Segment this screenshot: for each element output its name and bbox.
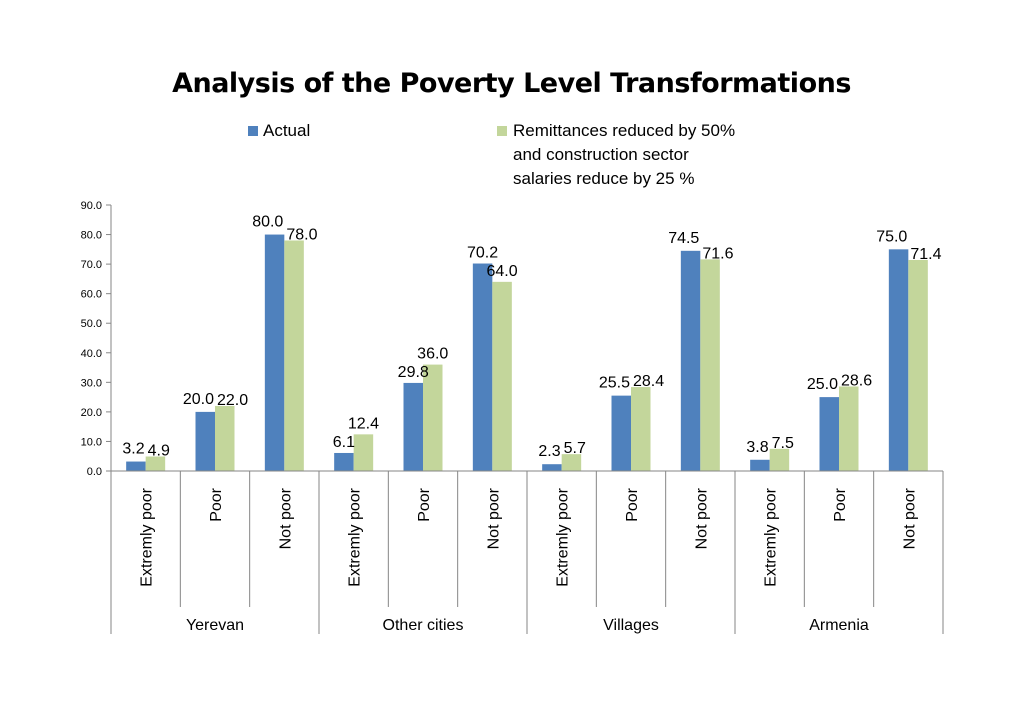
data-label-actual: 74.5 (668, 230, 699, 247)
data-label-actual: 3.2 (122, 441, 144, 458)
legend-label-scenario-line-1: Remittances reduced by 50% (513, 121, 736, 140)
bar-scenario (353, 434, 374, 471)
group-label: Other cities (383, 617, 464, 634)
bar-scenario (284, 240, 304, 471)
data-label-scenario: 36.0 (417, 346, 448, 363)
bar-scenario (423, 364, 443, 471)
data-label-actual: 75.0 (876, 228, 907, 245)
bar-scenario (839, 386, 859, 471)
bar-actual (334, 452, 354, 471)
category-label: Poor (416, 487, 433, 521)
bar-actual (195, 411, 215, 471)
data-label-actual: 6.1 (333, 434, 355, 451)
bar-actual (819, 397, 839, 471)
legend-label-actual: Actual (263, 121, 311, 140)
data-label-scenario: 71.6 (702, 245, 733, 262)
group-label: Villages (603, 617, 659, 634)
category-label: Extremly poor (763, 487, 780, 586)
category-label: Extremly poor (347, 487, 364, 586)
bar-scenario (145, 456, 166, 471)
legend-label-scenario-line-3: salaries reduce by 25 % (513, 169, 695, 188)
category-label: Poor (208, 487, 225, 521)
group-label: Yerevan (186, 617, 244, 634)
bar-scenario (908, 259, 928, 471)
y-tick-label: 0.0 (87, 466, 102, 478)
data-label-actual: 25.0 (807, 376, 838, 393)
y-tick-label: 70.0 (81, 259, 102, 271)
data-label-scenario: 78.0 (286, 226, 317, 243)
category-label: Extremly poor (139, 487, 156, 586)
data-label-actual: 29.8 (398, 364, 429, 381)
data-label-scenario: 7.5 (772, 435, 794, 452)
category-label: Not poor (277, 487, 294, 549)
bar-actual (264, 234, 285, 471)
bar-scenario (631, 387, 651, 471)
category-label: Extremly poor (555, 487, 572, 586)
data-label-scenario: 28.6 (841, 372, 872, 389)
bar-scenario (215, 405, 235, 471)
category-label: Not poor (693, 487, 710, 549)
bar-actual (403, 382, 423, 471)
group-label: Armenia (809, 617, 869, 634)
y-tick-label: 90.0 (81, 200, 102, 212)
category-label: Not poor (901, 487, 918, 549)
bar-actual (680, 250, 701, 471)
bar-scenario (561, 454, 582, 471)
data-label-scenario: 12.4 (348, 415, 379, 432)
data-label-actual: 25.5 (599, 375, 630, 392)
data-label-scenario: 5.7 (564, 440, 586, 457)
data-label-actual: 2.3 (538, 443, 560, 460)
legend-swatch-scenario (497, 126, 507, 136)
bar-actual (472, 263, 493, 471)
y-tick-label: 30.0 (81, 377, 102, 389)
y-tick-label: 40.0 (81, 348, 102, 360)
y-tick-label: 10.0 (81, 436, 102, 448)
data-label-actual: 70.2 (467, 245, 498, 262)
bar-actual (542, 464, 562, 471)
category-label: Poor (832, 487, 849, 521)
data-label-actual: 20.0 (183, 391, 214, 408)
legend-label-scenario-line-2: and construction sector (513, 145, 689, 164)
data-label-actual: 3.8 (746, 439, 768, 456)
bar-scenario (492, 281, 512, 471)
bar-actual (611, 395, 631, 471)
category-label: Not poor (485, 487, 502, 549)
data-label-scenario: 22.0 (217, 392, 248, 409)
bar-scenario (700, 259, 720, 471)
bar-actual (126, 461, 146, 471)
data-label-actual: 80.0 (252, 214, 283, 231)
category-label: Poor (624, 487, 641, 521)
bar-scenario (769, 448, 790, 471)
bar-actual (888, 249, 909, 471)
data-label-scenario: 64.0 (487, 263, 518, 280)
bar-actual (750, 459, 770, 471)
y-tick-label: 60.0 (81, 289, 102, 301)
data-label-scenario: 71.4 (910, 246, 941, 263)
legend-swatch-actual (248, 126, 258, 136)
y-tick-label: 20.0 (81, 407, 102, 419)
y-tick-label: 50.0 (81, 318, 102, 330)
data-label-scenario: 4.9 (148, 443, 170, 460)
y-tick-label: 80.0 (81, 230, 102, 242)
chart-title: Analysis of the Poverty Level Transforma… (172, 68, 851, 99)
data-label-scenario: 28.4 (633, 373, 664, 390)
